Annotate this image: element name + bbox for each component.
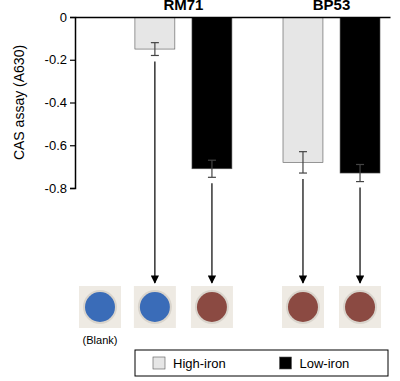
y-tick: -0.8 xyxy=(45,181,75,196)
well-rim xyxy=(138,290,172,324)
legend-swatch xyxy=(153,357,165,369)
legend-label: Low-iron xyxy=(300,356,350,371)
error-bar xyxy=(299,152,307,173)
x-axis: RM71 BP53 xyxy=(76,0,391,18)
well xyxy=(85,292,115,322)
well-plate xyxy=(339,286,381,328)
y-tick: -0.6 xyxy=(45,138,75,153)
well-plate xyxy=(134,286,176,328)
error-bar-cap xyxy=(208,160,216,161)
arrow xyxy=(359,188,360,283)
error-bar-cap xyxy=(356,181,364,182)
arrow xyxy=(302,179,303,283)
error-bar-cap xyxy=(299,151,307,152)
y-tick-label: -0.4 xyxy=(45,95,67,110)
error-bar-cap xyxy=(151,42,159,43)
y-axis-title: CAS assay (A630) xyxy=(11,45,27,160)
error-bar xyxy=(151,43,159,56)
y-tick: -0.2 xyxy=(45,52,75,67)
error-bar-stem xyxy=(211,160,212,177)
well-rim xyxy=(286,290,320,324)
well xyxy=(345,292,375,322)
y-axis-line xyxy=(70,18,76,189)
error-bar xyxy=(356,164,364,181)
error-bar xyxy=(208,160,216,177)
well-rim xyxy=(195,290,229,324)
arrow xyxy=(211,183,212,283)
x-tick: RM71 xyxy=(163,0,203,17)
error-bar-cap xyxy=(356,164,364,165)
annotation: (Blank) xyxy=(83,334,118,346)
well-images xyxy=(79,61,381,328)
arrow xyxy=(154,61,155,283)
well-rim xyxy=(83,290,117,324)
legend-label: High-iron xyxy=(173,356,226,371)
x-tick-label: RM71 xyxy=(163,0,203,13)
well-plate xyxy=(79,286,121,328)
legend: High-iron Low-iron xyxy=(135,350,388,376)
y-axis: 0 -0.2 -0.4 -0.6 -0.8 xyxy=(45,10,76,196)
x-axis-line xyxy=(76,17,391,19)
y-tick-label: -0.6 xyxy=(45,138,67,153)
y-tick: -0.4 xyxy=(45,95,75,110)
y-tick-label: -0.8 xyxy=(45,181,67,196)
error-bar-cap xyxy=(151,55,159,56)
error-bar-stem xyxy=(302,152,303,173)
bar xyxy=(340,17,380,173)
well xyxy=(288,292,318,322)
error-bar-stem xyxy=(359,164,360,181)
y-tick-mark xyxy=(70,102,75,103)
plot-area xyxy=(135,17,380,182)
x-tick-label: BP53 xyxy=(313,0,351,13)
chart: 0 -0.2 -0.4 -0.6 -0.8 RM71 BP53 CAS assay (A630… xyxy=(0,0,400,381)
y-tick-label: 0 xyxy=(60,10,67,25)
y-tick-mark xyxy=(70,17,75,18)
bar xyxy=(192,17,232,169)
well-plate xyxy=(282,286,324,328)
error-bar-stem xyxy=(154,43,155,56)
y-tick: 0 xyxy=(60,10,75,25)
y-tick-mark xyxy=(70,145,75,146)
y-tick-mark xyxy=(70,60,75,61)
error-bar-cap xyxy=(299,172,307,173)
well xyxy=(197,292,227,322)
x-tick: BP53 xyxy=(313,0,351,17)
error-bar-cap xyxy=(208,177,216,178)
bar xyxy=(283,17,323,162)
y-tick-label: -0.2 xyxy=(45,52,67,67)
well-rim xyxy=(343,290,377,324)
legend-swatch xyxy=(280,357,292,369)
legend-box xyxy=(135,350,388,376)
well xyxy=(140,292,170,322)
well-plate xyxy=(191,286,233,328)
y-tick-mark xyxy=(70,188,75,189)
